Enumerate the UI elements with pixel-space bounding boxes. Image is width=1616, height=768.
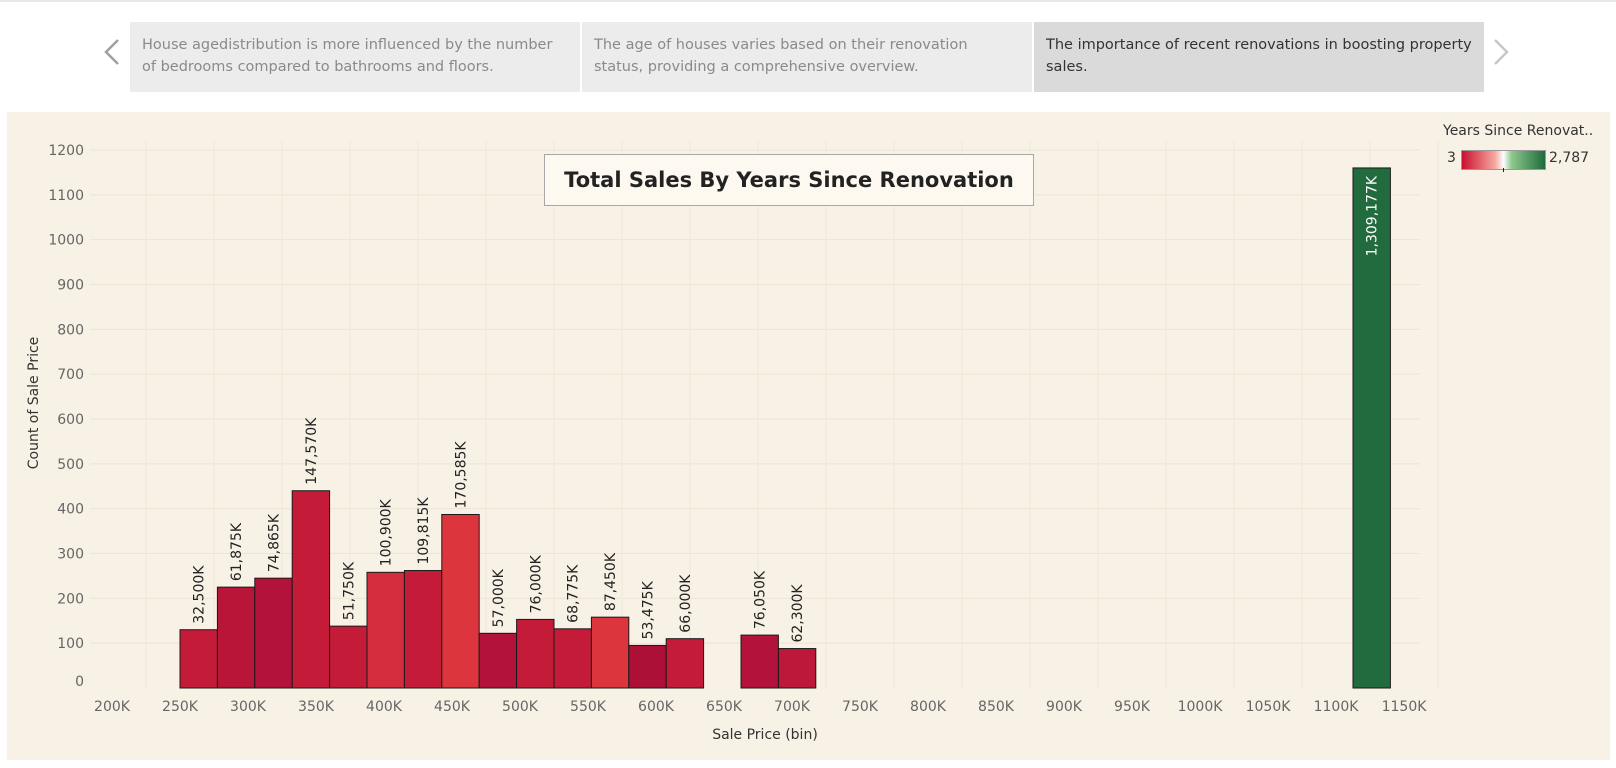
bar[interactable]: [291, 490, 331, 689]
bar-value-label: 74,865K: [267, 513, 283, 572]
y-tick-label: 300: [57, 547, 84, 563]
bar[interactable]: [777, 648, 817, 689]
x-tick-label: 750K: [842, 699, 879, 715]
y-tick-label: 400: [57, 502, 84, 518]
bar[interactable]: [628, 644, 667, 689]
bar-value-label: 100,900K: [379, 498, 395, 566]
y-tick-label: 1200: [48, 143, 84, 159]
y-tick-label: 700: [57, 367, 84, 383]
x-tick-label: 500K: [502, 699, 539, 715]
bar-value-label: 32,500K: [192, 565, 208, 624]
x-tick-label: 550K: [570, 699, 607, 715]
x-tick-label: 800K: [910, 699, 947, 715]
bar[interactable]: [1352, 167, 1391, 689]
bar-value-label: 76,000K: [528, 554, 544, 613]
y-tick-label: 100: [57, 636, 84, 652]
bar-value-label: 57,000K: [491, 568, 507, 627]
y-axis-label: Count of Sale Price: [26, 337, 42, 470]
bar[interactable]: [740, 634, 779, 689]
bar[interactable]: [179, 629, 218, 689]
bar-value-label: 66,000K: [678, 574, 694, 633]
chevron-right-icon[interactable]: [1486, 34, 1516, 70]
bar[interactable]: [329, 625, 368, 689]
bar-value-label: 109,815K: [416, 497, 432, 565]
x-tick-label: 450K: [434, 699, 471, 715]
x-axis-ticks: 200K 250K 300K 350K 400K 450K 500K 550K 600K 650K…: [94, 699, 1427, 715]
bar-value-label: 1,309,177K: [1365, 175, 1381, 256]
legend-color-ramp[interactable]: [1461, 150, 1546, 170]
bar[interactable]: [590, 616, 630, 689]
bar[interactable]: [254, 577, 293, 689]
x-tick-label: 900K: [1046, 699, 1083, 715]
bar-value-label: 170,585K: [454, 441, 470, 509]
bar[interactable]: [216, 586, 256, 689]
x-tick-label: 300K: [230, 699, 267, 715]
bar-value-label: 87,450K: [603, 552, 619, 611]
x-tick-label: 850K: [978, 699, 1015, 715]
bar[interactable]: [553, 628, 592, 689]
chart-title: Total Sales By Years Since Renovation: [544, 154, 1034, 206]
legend-title: Years Since Renovat..: [1443, 123, 1594, 139]
bar-value-label: 68,775K: [566, 564, 582, 623]
chevron-left-icon[interactable]: [97, 34, 127, 70]
bar[interactable]: [403, 570, 443, 689]
bar-value-label: 51,750K: [341, 561, 357, 620]
y-tick-label: 800: [57, 322, 84, 338]
bar-value-label: 61,875K: [229, 522, 245, 581]
story-point-1[interactable]: House agedistribution is more influenced…: [130, 22, 580, 92]
top-border: [0, 0, 1616, 2]
y-tick-label: 0: [75, 674, 84, 690]
y-tick-label: 900: [57, 278, 84, 294]
bar[interactable]: [665, 638, 705, 689]
x-tick-label: 650K: [706, 699, 743, 715]
bar[interactable]: [441, 513, 480, 689]
legend-max-label: 2,787: [1549, 150, 1590, 166]
y-tick-label: 500: [57, 457, 84, 473]
x-tick-label: 400K: [366, 699, 403, 715]
legend-tick: [1503, 168, 1504, 172]
bar-value-label: 62,300K: [790, 584, 806, 643]
x-tick-label: 1000K: [1178, 699, 1224, 715]
y-tick-label: 1000: [48, 233, 84, 249]
bar[interactable]: [366, 571, 405, 689]
bar-value-label: 53,475K: [641, 580, 657, 639]
x-tick-label: 250K: [162, 699, 199, 715]
x-axis-label: Sale Price (bin): [712, 727, 818, 743]
story-point-3[interactable]: The importance of recent renovations in …: [1034, 22, 1484, 92]
bar-value-label: 76,050K: [753, 570, 769, 629]
x-tick-label: 200K: [94, 699, 131, 715]
y-tick-label: 1100: [48, 188, 84, 204]
x-tick-label: 950K: [1114, 699, 1151, 715]
y-axis-ticks: 0 100 200 300 400 500 600 700 800 900 1000 1100 1200: [48, 143, 84, 690]
x-tick-label: 1150K: [1382, 699, 1428, 715]
x-tick-label: 1050K: [1246, 699, 1292, 715]
legend-min-label: 3: [1447, 150, 1456, 166]
x-tick-label: 600K: [638, 699, 675, 715]
story-point-2[interactable]: The age of houses varies based on their …: [582, 22, 1032, 92]
y-tick-label: 600: [57, 412, 84, 428]
x-tick-label: 1100K: [1314, 699, 1360, 715]
bars: 32,500K 61,875K 74,865K 147,570K 51,750K 100,…: [179, 167, 1391, 689]
y-tick-label: 200: [57, 591, 84, 607]
x-tick-label: 700K: [774, 699, 811, 715]
bar[interactable]: [516, 618, 555, 689]
bar-value-label: 147,570K: [304, 417, 320, 485]
x-tick-label: 350K: [298, 699, 335, 715]
bar[interactable]: [478, 632, 518, 689]
